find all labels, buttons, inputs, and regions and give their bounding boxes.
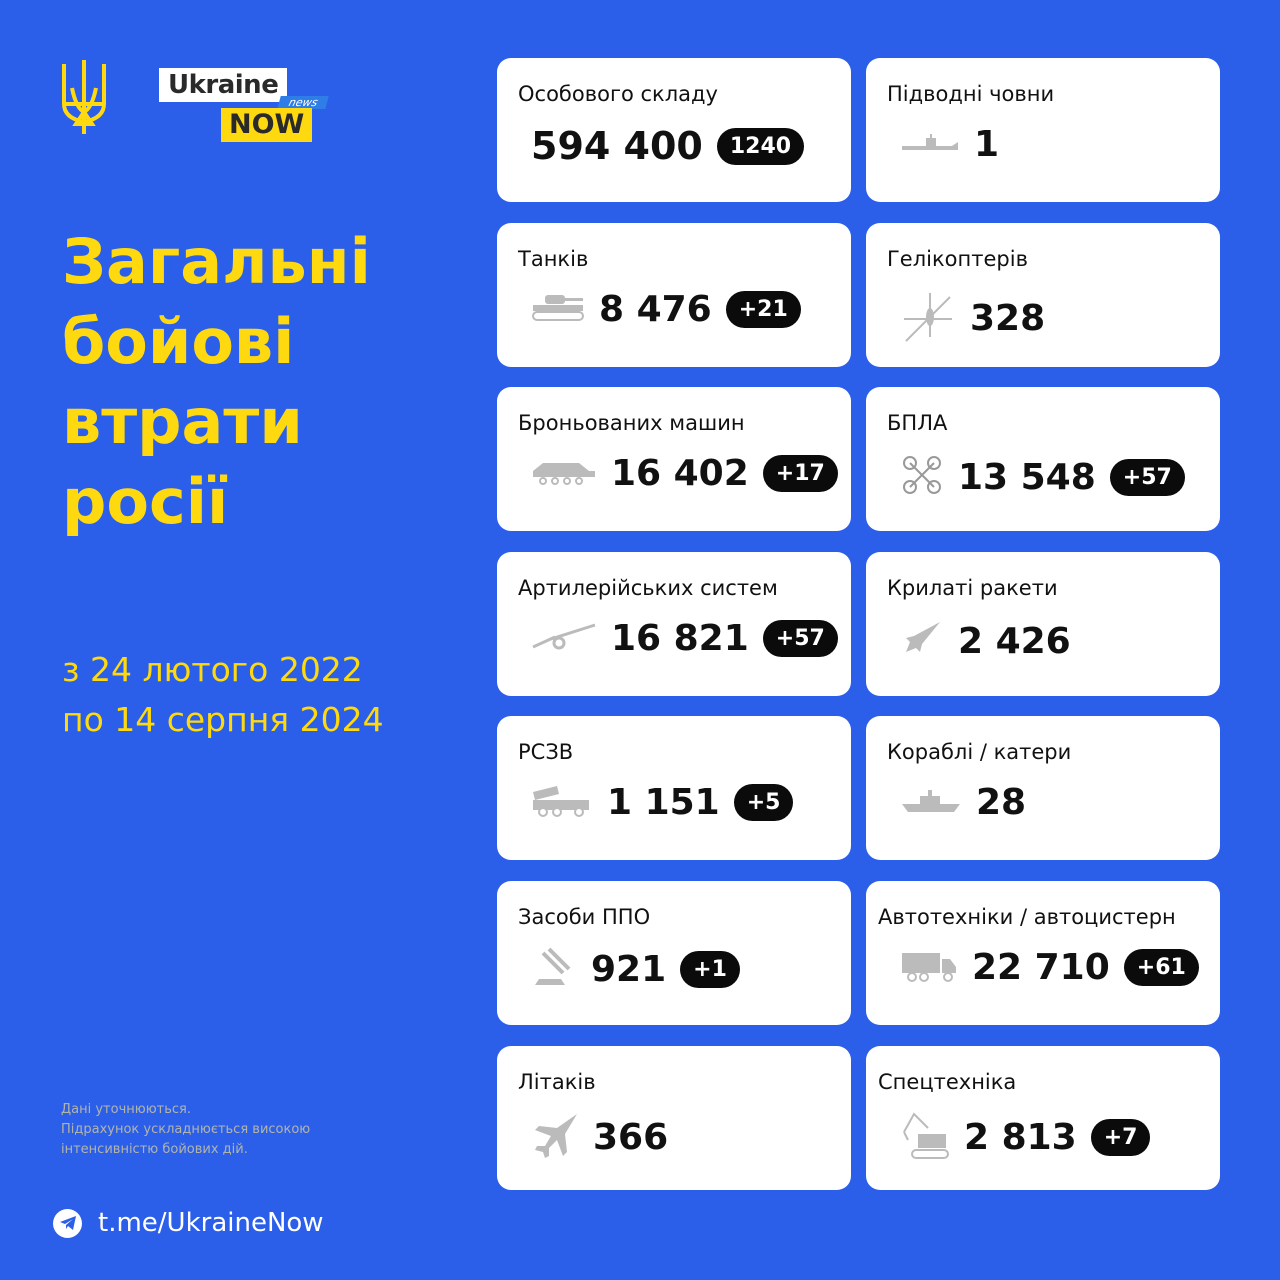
stat-value: 1 151 bbox=[607, 782, 720, 824]
stat-value: 28 bbox=[976, 782, 1027, 824]
stat-value: 328 bbox=[970, 298, 1046, 340]
stat-value: 921 bbox=[591, 948, 667, 990]
submarine-icon bbox=[900, 132, 960, 158]
stat-row: 921 +1 bbox=[531, 947, 740, 991]
stat-label: Підводні човни bbox=[887, 82, 1055, 106]
stat-delta-badge: +57 bbox=[762, 619, 838, 657]
stat-value: 16 402 bbox=[611, 453, 749, 495]
stat-card: Танків 8 476 +21 bbox=[497, 222, 851, 367]
logo-now: NOW bbox=[221, 108, 313, 142]
stat-value: 2 813 bbox=[964, 1117, 1077, 1159]
stat-value: 22 710 bbox=[972, 947, 1110, 988]
ukraine-now-logo: Ukraine news NOW bbox=[159, 68, 330, 142]
stat-label: РСЗВ bbox=[518, 740, 574, 765]
telegram-icon bbox=[53, 1208, 82, 1238]
missile-icon bbox=[900, 618, 944, 666]
stat-value: 2 426 bbox=[958, 621, 1071, 663]
stat-value: 13 548 bbox=[958, 456, 1096, 498]
tank-icon bbox=[531, 293, 585, 325]
stat-row: 13 548 +57 bbox=[900, 453, 1185, 501]
telegram-link-text[interactable]: t.me/UkraineNow bbox=[98, 1208, 324, 1238]
note-line: Підрахунок ускладнюється високою bbox=[61, 1122, 311, 1137]
stat-row: 1 151 +5 bbox=[531, 782, 794, 824]
title-line: росії bbox=[62, 465, 229, 538]
date-range: з 24 лютого 2022 по 14 серпня 2024 bbox=[62, 645, 384, 745]
stat-value: 1 bbox=[974, 124, 1000, 165]
stat-value: 8 476 bbox=[599, 288, 712, 330]
stat-label: Танків bbox=[518, 246, 589, 271]
stat-card: Спецтехніка 2 813 +7 bbox=[866, 1045, 1220, 1190]
date-from: з 24 лютого 2022 bbox=[62, 650, 363, 689]
page-title: Загальні бойові втрати росії bbox=[62, 222, 462, 542]
stat-label: Броньованих машин bbox=[518, 411, 745, 436]
stat-row: 1 bbox=[900, 124, 999, 165]
excavator-icon bbox=[900, 1111, 950, 1164]
stat-label: Кораблі / катери bbox=[887, 740, 1072, 765]
title-line: втрати bbox=[62, 385, 303, 458]
stat-card: Засоби ППО 921 +1 bbox=[497, 881, 851, 1025]
helicopter-icon bbox=[900, 289, 956, 349]
ship-icon bbox=[900, 788, 962, 818]
logo-text: Ukraine bbox=[159, 68, 288, 102]
stat-card: Літаків 366 bbox=[497, 1045, 851, 1190]
date-to: по 14 серпня 2024 bbox=[62, 700, 384, 739]
stat-row: 328 bbox=[900, 289, 1045, 349]
stat-label: БПЛА bbox=[887, 411, 948, 436]
stat-card: Кораблі / катери 28 bbox=[866, 716, 1220, 861]
stat-card: Підводні човни 1 bbox=[866, 58, 1220, 202]
stat-label: Засоби ППО bbox=[518, 905, 651, 929]
stat-delta-badge: 1240 bbox=[716, 127, 805, 165]
telegram-link[interactable]: t.me/UkraineNow bbox=[53, 1208, 324, 1238]
stat-delta-badge: +61 bbox=[1123, 949, 1199, 986]
stat-delta-badge: +17 bbox=[762, 455, 838, 493]
stat-card: РСЗВ 1 151 +5 bbox=[497, 716, 851, 861]
stat-row: 594 400 1240 bbox=[531, 124, 805, 168]
title-line: Загальні bbox=[62, 225, 371, 298]
air-defense-icon bbox=[531, 947, 577, 991]
stat-card: Особового складу 594 400 1240 bbox=[497, 58, 851, 202]
stat-card: Броньованих машин 16 402 +17 bbox=[497, 387, 851, 532]
truck-icon bbox=[900, 949, 958, 987]
note-line: Дані уточнюються. bbox=[61, 1102, 191, 1117]
stat-delta-badge: +1 bbox=[680, 950, 740, 988]
note-line: інтенсивністю бойових дій. bbox=[61, 1142, 248, 1157]
stat-delta-badge: +5 bbox=[733, 784, 794, 822]
stat-delta-badge: +21 bbox=[725, 290, 801, 328]
stat-row: 2 813 +7 bbox=[900, 1111, 1151, 1164]
stat-row: 28 bbox=[900, 782, 1026, 823]
stat-card: Автотехніки / автоцистерн 22 710 +61 bbox=[866, 881, 1220, 1025]
stat-label: Літаків bbox=[518, 1069, 596, 1094]
stat-row: 366 bbox=[531, 1112, 668, 1164]
stat-delta-badge: +7 bbox=[1090, 1119, 1151, 1157]
stat-row: 8 476 +21 bbox=[531, 289, 801, 330]
artillery-icon bbox=[531, 621, 597, 655]
drone-icon bbox=[900, 453, 944, 501]
stat-card: БПЛА 13 548 +57 bbox=[866, 387, 1220, 532]
stat-label: Крилаті ракети bbox=[887, 575, 1058, 600]
stat-label: Артилерійських систем bbox=[518, 575, 778, 600]
apc-icon bbox=[531, 459, 597, 489]
jet-icon bbox=[531, 1112, 579, 1164]
stat-label: Автотехніки / автоцистерн bbox=[878, 905, 1176, 929]
disclaimer: Дані уточнюються. Підрахунок ускладнюєть… bbox=[61, 1100, 310, 1160]
stat-row: 2 426 bbox=[900, 618, 1071, 666]
mlrs-icon bbox=[531, 784, 593, 822]
stat-delta-badge: +57 bbox=[1109, 458, 1185, 496]
stat-card: Гелікоптерів 328 bbox=[866, 222, 1220, 367]
stat-value: 16 821 bbox=[611, 617, 749, 659]
title-line: бойові bbox=[62, 305, 295, 378]
stat-row: 16 821 +57 bbox=[531, 618, 838, 659]
stat-row: 16 402 +17 bbox=[531, 453, 838, 494]
stat-card: Крилаті ракети 2 426 bbox=[866, 551, 1220, 696]
stat-card: Артилерійських систем 16 821 +57 bbox=[497, 551, 851, 696]
stat-label: Спецтехніка bbox=[878, 1069, 1017, 1094]
stat-label: Гелікоптерів bbox=[887, 246, 1028, 271]
stat-value: 366 bbox=[593, 1117, 669, 1159]
stat-label: Особового складу bbox=[518, 82, 718, 106]
stat-row: 22 710 +61 bbox=[900, 947, 1199, 988]
trident-icon bbox=[60, 58, 108, 142]
stat-value: 594 400 bbox=[531, 124, 703, 168]
